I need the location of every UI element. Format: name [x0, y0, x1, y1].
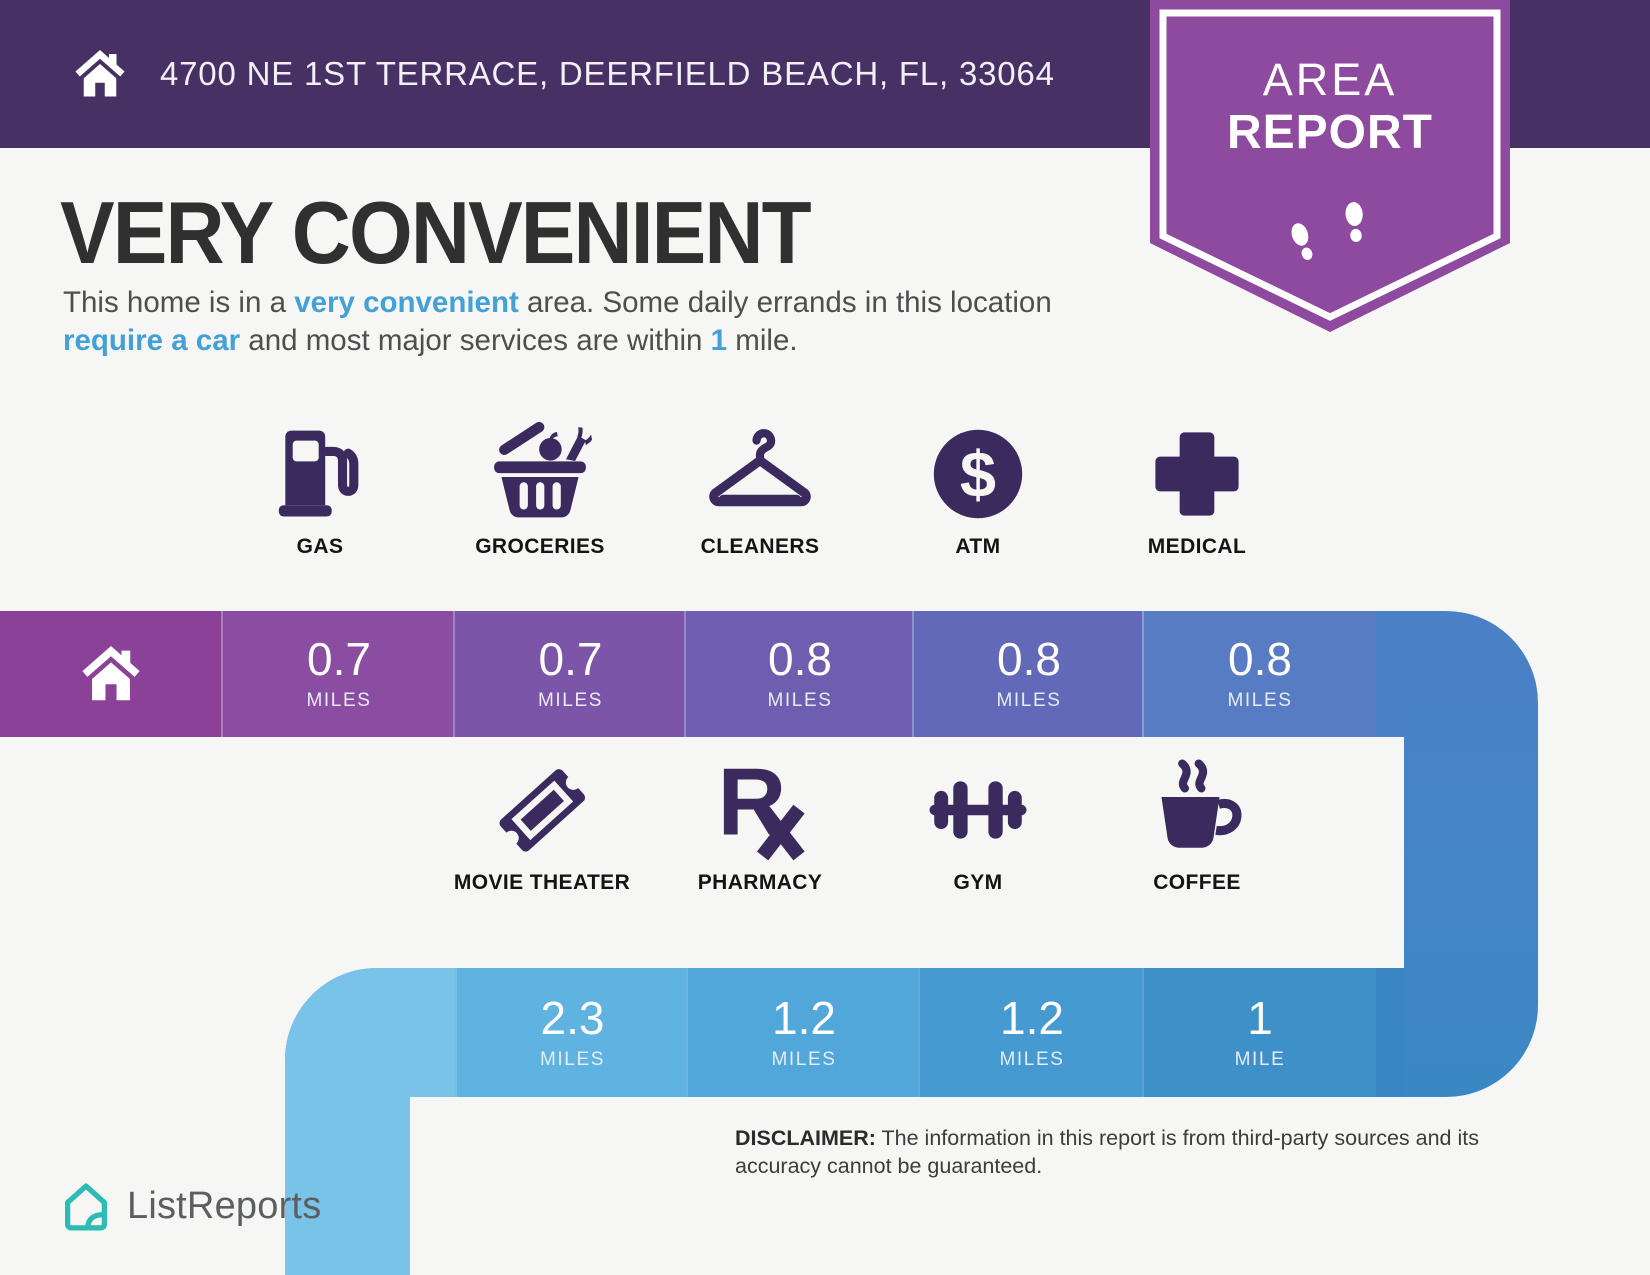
- distance-segment-atm: 0.8 MILES: [912, 611, 1144, 737]
- service-cleaners: CLEANERS: [650, 422, 870, 559]
- path-left-cap: [285, 968, 455, 1097]
- brand-name: ListReports: [127, 1184, 322, 1227]
- medical-cross-icon: [1155, 432, 1239, 516]
- service-gas: GAS: [210, 422, 430, 559]
- coffee-cup-icon: [1161, 759, 1242, 848]
- listreports-house-icon: [65, 1183, 107, 1231]
- area-report-badge: AREA REPORT: [1150, 0, 1510, 332]
- service-label: MOVIE THEATER: [453, 871, 631, 894]
- service-label: CLEANERS: [700, 535, 820, 558]
- badge-line1: AREA: [1263, 54, 1398, 105]
- gas-pump-icon: [278, 430, 359, 517]
- highlight-very-convenient: very convenient: [294, 286, 519, 319]
- service-label: PHARMACY: [697, 871, 823, 894]
- listreports-logo: ListReports: [58, 1178, 321, 1234]
- distance-bar-top: 0.7 MILES 0.7 MILES 0.8 MILES 0.8 MILES …: [0, 611, 1404, 737]
- home-marker-segment: [0, 611, 221, 737]
- distance-segment-gym: 1.2 MILES: [918, 968, 1144, 1097]
- distance-segment-medical: 0.8 MILES: [1142, 611, 1376, 737]
- service-label: MEDICAL: [1147, 535, 1247, 558]
- service-atm: $ ATM: [868, 422, 1088, 559]
- distance-segment-groceries: 0.7 MILES: [453, 611, 686, 737]
- distance-segment-movie-theater: 2.3 MILES: [455, 968, 688, 1097]
- distance-bar-bottom: 2.3 MILES 1.2 MILES 1.2 MILES 1 MILE: [285, 968, 1404, 1097]
- service-label: GAS: [296, 535, 344, 558]
- page-title: VERY CONVENIENT: [60, 183, 812, 282]
- ticket-icon: [499, 769, 586, 852]
- distance-segment-coffee: 1 MILE: [1142, 968, 1376, 1097]
- service-movie-theater: MOVIE THEATER: [432, 758, 652, 895]
- dumbbell-icon: [929, 781, 1027, 839]
- service-label: GROCERIES: [475, 535, 605, 558]
- disclaimer-label: DISCLAIMER:: [735, 1126, 876, 1150]
- service-coffee: COFFEE: [1087, 758, 1307, 895]
- service-groceries: GROCERIES: [430, 422, 650, 559]
- rx-icon: R: [718, 758, 805, 861]
- footprints-icon: [1291, 202, 1363, 260]
- service-pharmacy: R PHARMACY: [650, 758, 870, 895]
- path-gap-top: [0, 737, 1404, 968]
- distance-segment-pharmacy: 1.2 MILES: [686, 968, 920, 1097]
- home-icon: [81, 646, 140, 701]
- grocery-basket-icon: [494, 422, 592, 518]
- dollar-circle-icon: $: [933, 429, 1023, 519]
- badge-line2: REPORT: [1227, 106, 1433, 159]
- highlight-require-car: require a car: [63, 323, 241, 357]
- distance-segment-gas: 0.7 MILES: [221, 611, 455, 737]
- service-label: COFFEE: [1153, 871, 1241, 894]
- hanger-icon: [709, 429, 811, 507]
- path-connector-right: [1404, 611, 1538, 1097]
- service-gym: GYM: [868, 758, 1088, 895]
- service-label: ATM: [955, 535, 1001, 558]
- service-medical: MEDICAL: [1087, 422, 1307, 559]
- svg-text:$: $: [960, 438, 996, 511]
- path-gap-bottom: [410, 1097, 1650, 1275]
- home-icon: [75, 50, 125, 97]
- property-address: 4700 NE 1ST TERRACE, DEERFIELD BEACH, FL…: [160, 55, 1055, 92]
- highlight-one: 1: [710, 323, 728, 357]
- distance-segment-cleaners: 0.8 MILES: [684, 611, 914, 737]
- service-label: GYM: [953, 871, 1003, 894]
- disclaimer: DISCLAIMER: The information in this repo…: [735, 1126, 1479, 1179]
- summary-text: This home is in a very convenient area. …: [63, 286, 1052, 357]
